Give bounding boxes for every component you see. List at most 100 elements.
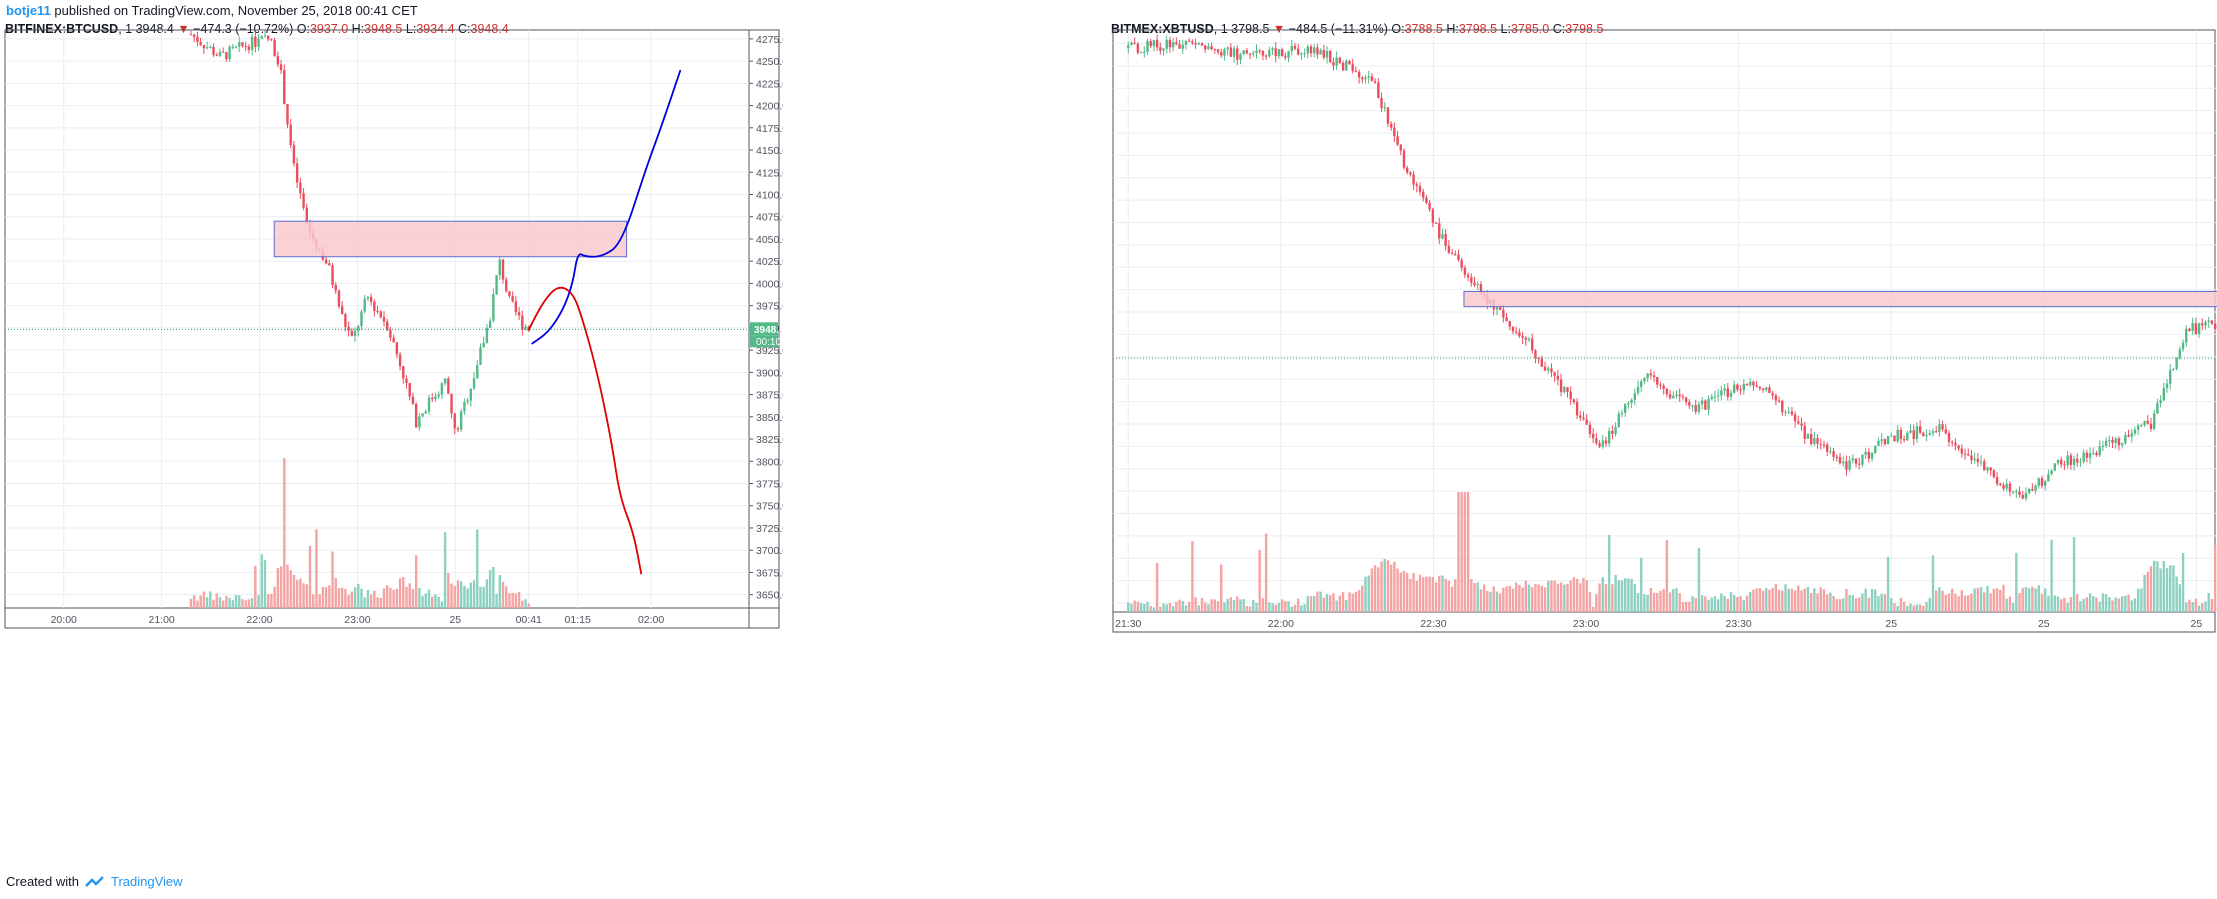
volume-bar xyxy=(1207,604,1210,612)
volume-bar xyxy=(1518,584,1521,612)
candle-body xyxy=(2111,440,2114,443)
volume-bar xyxy=(1559,582,1563,612)
candle-body xyxy=(476,365,479,379)
volume-bar xyxy=(1640,557,1643,612)
volume-bar xyxy=(479,586,482,608)
candle-body xyxy=(1306,46,1309,54)
volume-bar xyxy=(1739,595,1742,612)
candle-body xyxy=(1617,413,1620,428)
candle-body xyxy=(505,279,508,292)
candle-body xyxy=(2201,323,2204,326)
volume-bar xyxy=(2066,602,2069,612)
last-price: 3798.5 xyxy=(1231,22,1270,36)
candle-body xyxy=(1258,50,1261,52)
volume-bar xyxy=(1983,592,1986,612)
candle-body xyxy=(2063,464,2066,466)
chart-svg[interactable]: 4275.0 4250.0 4225.0 4200.0 4175.0 4150.0 4125… xyxy=(0,22,783,872)
volume-bar xyxy=(340,587,344,608)
volume-bar xyxy=(2159,568,2162,612)
candle-body xyxy=(1175,42,1178,45)
volume-bar xyxy=(505,586,508,608)
volume-bar xyxy=(1623,578,1627,612)
volume-bar xyxy=(2034,588,2037,612)
author-link[interactable]: botje11 xyxy=(6,3,51,18)
chart-svg[interactable]: 4150.04125.04100.04075.04050.04025.04000… xyxy=(1110,22,2217,872)
candle-body xyxy=(1438,223,1441,239)
candle-body xyxy=(1874,445,1877,453)
volume-bar xyxy=(1524,580,1528,612)
symbol-label: BITFINEX:BTCUSD xyxy=(5,22,119,36)
candle-body xyxy=(2130,433,2133,437)
volume-bar xyxy=(1729,592,1733,612)
volume-bar xyxy=(2146,571,2149,612)
candle-body xyxy=(1389,123,1393,128)
tradingview-logo-icon xyxy=(85,875,104,887)
candle-body xyxy=(469,388,473,401)
candle-body xyxy=(1255,50,1258,53)
volume-bar xyxy=(266,594,270,608)
candle-body xyxy=(1239,54,1242,60)
volume-bar xyxy=(324,587,328,608)
volume-bar xyxy=(302,583,305,608)
volume-bar xyxy=(1236,596,1239,612)
volume-bar xyxy=(1614,575,1617,612)
candle-body xyxy=(1274,48,1277,57)
candle-body xyxy=(295,163,299,183)
volume-bar xyxy=(488,570,492,608)
y-tick-label: 3850.0 xyxy=(756,412,783,424)
candle-body xyxy=(1476,284,1479,286)
volume-bar xyxy=(1434,582,1438,612)
candle-body xyxy=(1614,427,1617,434)
y-tick-label: 4000.0 xyxy=(756,278,783,290)
candle-body xyxy=(2172,368,2175,370)
candle-body xyxy=(238,42,241,47)
candle-body xyxy=(1723,388,1726,391)
change-value: −484.5 (−11.31%) xyxy=(1288,22,1388,36)
chart-pane-bitmex[interactable]: BITMEX:XBTUSD, 1 3798.5 ▼ −484.5 (−11.31… xyxy=(1110,22,2217,872)
volume-bar xyxy=(1944,594,1948,612)
candle-body xyxy=(1508,321,1511,327)
volume-bar xyxy=(1306,596,1309,612)
volume-bar xyxy=(196,600,199,608)
volume-bar xyxy=(363,597,366,608)
y-tick-label: 4100.0 xyxy=(756,190,783,202)
chart-frame xyxy=(1112,29,2216,633)
candle-body xyxy=(376,310,379,312)
volume-bar xyxy=(292,574,296,608)
volume-bar xyxy=(1598,583,1601,612)
volume-bar xyxy=(1284,601,1287,612)
candle-body xyxy=(1806,434,1810,439)
volume-bar xyxy=(1194,597,1197,612)
candle-body xyxy=(1941,424,1944,430)
x-tick-label: 23:30 xyxy=(1725,618,1751,630)
candle-body xyxy=(2169,369,2172,384)
candle-body xyxy=(1771,393,1774,396)
volume-bar xyxy=(2024,587,2028,612)
candle-body xyxy=(443,378,447,384)
y-tick-label: 3650.0 xyxy=(756,590,783,602)
candle-body xyxy=(1466,274,1470,278)
tradingview-link[interactable]: TradingView xyxy=(110,874,183,889)
candle-body xyxy=(1983,461,1986,471)
volume-bar xyxy=(1184,605,1188,612)
candle-body xyxy=(189,34,193,36)
chart-pane-bitfinex[interactable]: BITFINEX:BTCUSD, 1 3948.4 ▼ −474.3 (−10.… xyxy=(0,22,783,872)
x-tick-label: 25 xyxy=(2038,618,2050,630)
candle-body xyxy=(1633,393,1637,400)
volume-bar xyxy=(1787,588,1790,612)
volume-bar xyxy=(1742,600,1746,612)
volume-bar xyxy=(263,559,267,608)
candle-body xyxy=(1393,127,1396,137)
volume-bar xyxy=(2101,593,2105,612)
volume-bar xyxy=(1489,591,1492,612)
x-tick-label: 20:00 xyxy=(51,614,77,626)
candle-body xyxy=(1643,378,1646,382)
candle-body xyxy=(1325,50,1329,58)
candle-body xyxy=(1479,284,1483,294)
volume-bar xyxy=(1143,603,1146,612)
volume-bar xyxy=(1585,580,1588,612)
volume-bar xyxy=(1505,586,1508,612)
candle-body xyxy=(2165,383,2169,389)
candle-body xyxy=(1357,71,1361,78)
candle-body xyxy=(215,54,218,56)
